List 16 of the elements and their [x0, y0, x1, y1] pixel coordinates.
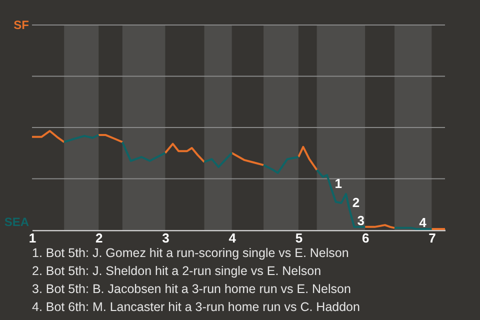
x-tick-label: 3	[162, 230, 170, 246]
annotation: 1	[334, 176, 342, 191]
text: 4. Bot 6th: M. Lancaster hit a 3-run home run vs C. Haddon	[32, 300, 360, 314]
annotation: 2	[352, 195, 360, 210]
text: 3. Bot 5th: B. Jacobsen hit a 3-run home run vs E. Nelson	[32, 282, 351, 296]
x-tick-label: 4	[228, 230, 237, 246]
x-tick-label: 1	[28, 230, 36, 246]
text: 1. Bot 5th: J. Gomez hit a run-scoring single vs E. Nelson	[32, 246, 349, 260]
annotation: 3	[357, 212, 364, 228]
x-tick-label: 6	[362, 230, 370, 246]
x-tick-label: 5	[295, 230, 303, 246]
x-tick-label: 7	[428, 230, 436, 246]
annotation: 4	[419, 215, 428, 230]
x-tick-label: 2	[95, 230, 103, 246]
text: 2. Bot 5th: J. Sheldon hit a 2-run single vs E. Nelson	[32, 264, 322, 278]
text: SF	[14, 18, 29, 32]
